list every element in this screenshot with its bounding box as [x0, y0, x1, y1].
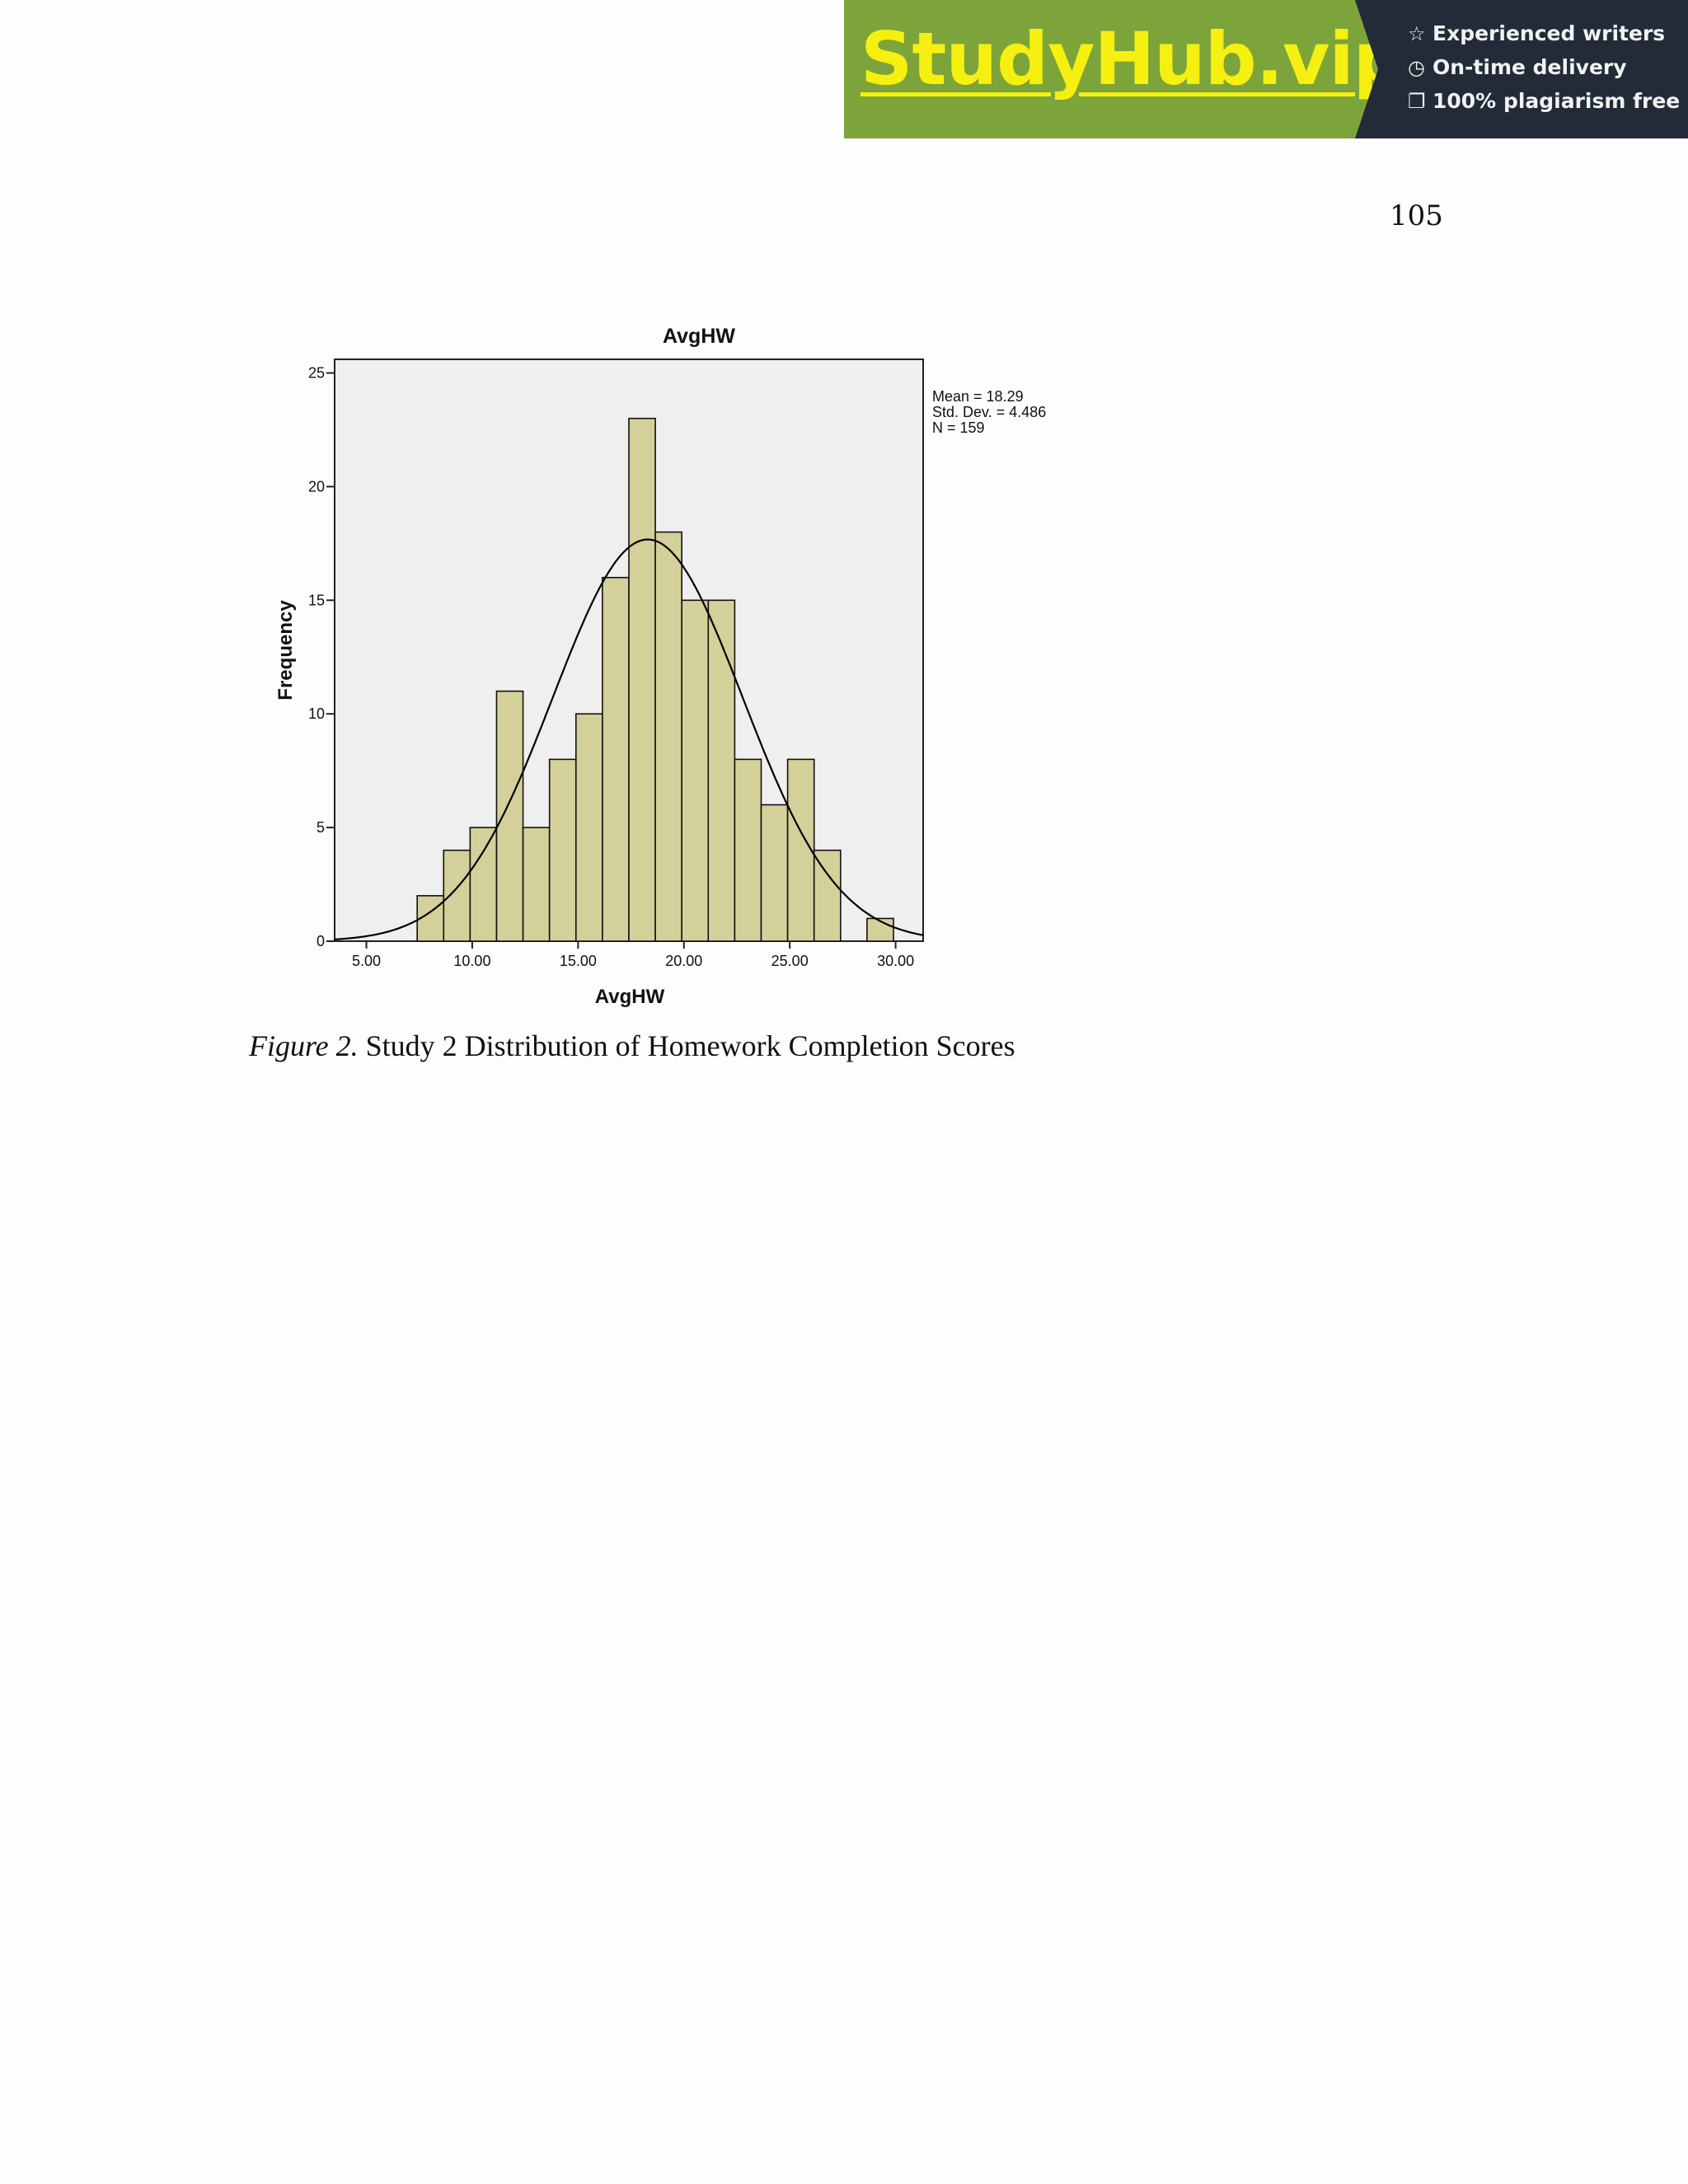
histogram-bar [654, 531, 683, 942]
caption-text: Study 2 Distribution of Homework Complet… [358, 1029, 1015, 1062]
histogram-chart: AvgHW 0 5 10 15 20 25 5.00 10.00 15.00 20.00 25.0… [274, 325, 1046, 1008]
bars-layer [416, 417, 894, 942]
x-axis-label: AvgHW [595, 986, 665, 1008]
x-tick-label: 15.00 [560, 953, 597, 969]
clock-icon: ◷ [1408, 55, 1425, 79]
histogram-bar [734, 758, 762, 942]
stats-std-dev: Std. Dev. = 4.486 [932, 404, 1046, 420]
histogram-bar [548, 758, 577, 942]
histogram-bar [469, 827, 498, 942]
stats-mean: Mean = 18.29 [932, 388, 1024, 405]
feature-plagiarism-free: ❐ 100% plagiarism free [1408, 89, 1680, 113]
x-tick-label: 30.00 [877, 953, 914, 969]
y-tick-label: 5 [316, 819, 325, 836]
banner-logo-panel[interactable]: StudyHub.vip [844, 0, 1405, 138]
caption-label: Figure 2. [249, 1029, 359, 1062]
page-number: 105 [1390, 199, 1443, 232]
chart-title: AvgHW [663, 325, 735, 348]
figure-caption: Figure 2. Study 2 Distribution of Homewo… [249, 1029, 1015, 1063]
histogram-bar [628, 417, 656, 942]
studyhub-banner[interactable]: StudyHub.vip ☆ Experienced writers ◷ On-… [844, 0, 1688, 138]
feature-on-time-delivery: ◷ On-time delivery [1408, 55, 1627, 79]
histogram-bar [866, 917, 894, 942]
stats-legend: Mean = 18.29 Std. Dev. = 4.486 N = 159 [932, 388, 1046, 436]
y-tick-label: 15 [308, 592, 325, 608]
histogram-bar [681, 599, 710, 942]
histogram-bar [786, 758, 815, 942]
studyhub-logo[interactable]: StudyHub.vip [860, 16, 1405, 101]
histogram-bar [574, 713, 603, 942]
feature-label: Experienced writers [1432, 21, 1666, 45]
x-tick-label: 25.00 [771, 953, 809, 969]
feature-label: 100% plagiarism free [1432, 89, 1681, 113]
y-axis: 0 5 10 15 20 25 [308, 365, 335, 949]
histogram-bar [522, 827, 551, 942]
histogram-bar [495, 690, 524, 942]
x-tick-label: 20.00 [665, 953, 702, 969]
histogram-bar [707, 599, 736, 942]
x-tick-label: 10.00 [453, 953, 490, 969]
histogram-bar [602, 576, 630, 942]
x-tick-label: 5.00 [352, 953, 381, 969]
histogram-bar [760, 804, 789, 942]
histogram-bar [813, 849, 842, 942]
y-axis-label: Frequency [274, 600, 297, 701]
feature-label: On-time delivery [1432, 55, 1627, 79]
y-tick-label: 0 [316, 933, 325, 949]
normal-curve [334, 538, 924, 940]
x-axis: 5.00 10.00 15.00 20.00 25.00 30.00 [352, 941, 914, 969]
star-outline-icon: ☆ [1408, 21, 1426, 45]
feature-experienced-writers: ☆ Experienced writers [1408, 21, 1665, 45]
y-tick-label: 10 [308, 705, 325, 722]
histogram-bar [443, 849, 471, 942]
copy-icon: ❐ [1408, 89, 1426, 113]
y-tick-label: 25 [308, 365, 325, 382]
banner-features-panel: ☆ Experienced writers ◷ On-time delivery… [1355, 0, 1688, 138]
stats-n: N = 159 [932, 419, 985, 436]
y-tick-label: 20 [308, 478, 325, 494]
